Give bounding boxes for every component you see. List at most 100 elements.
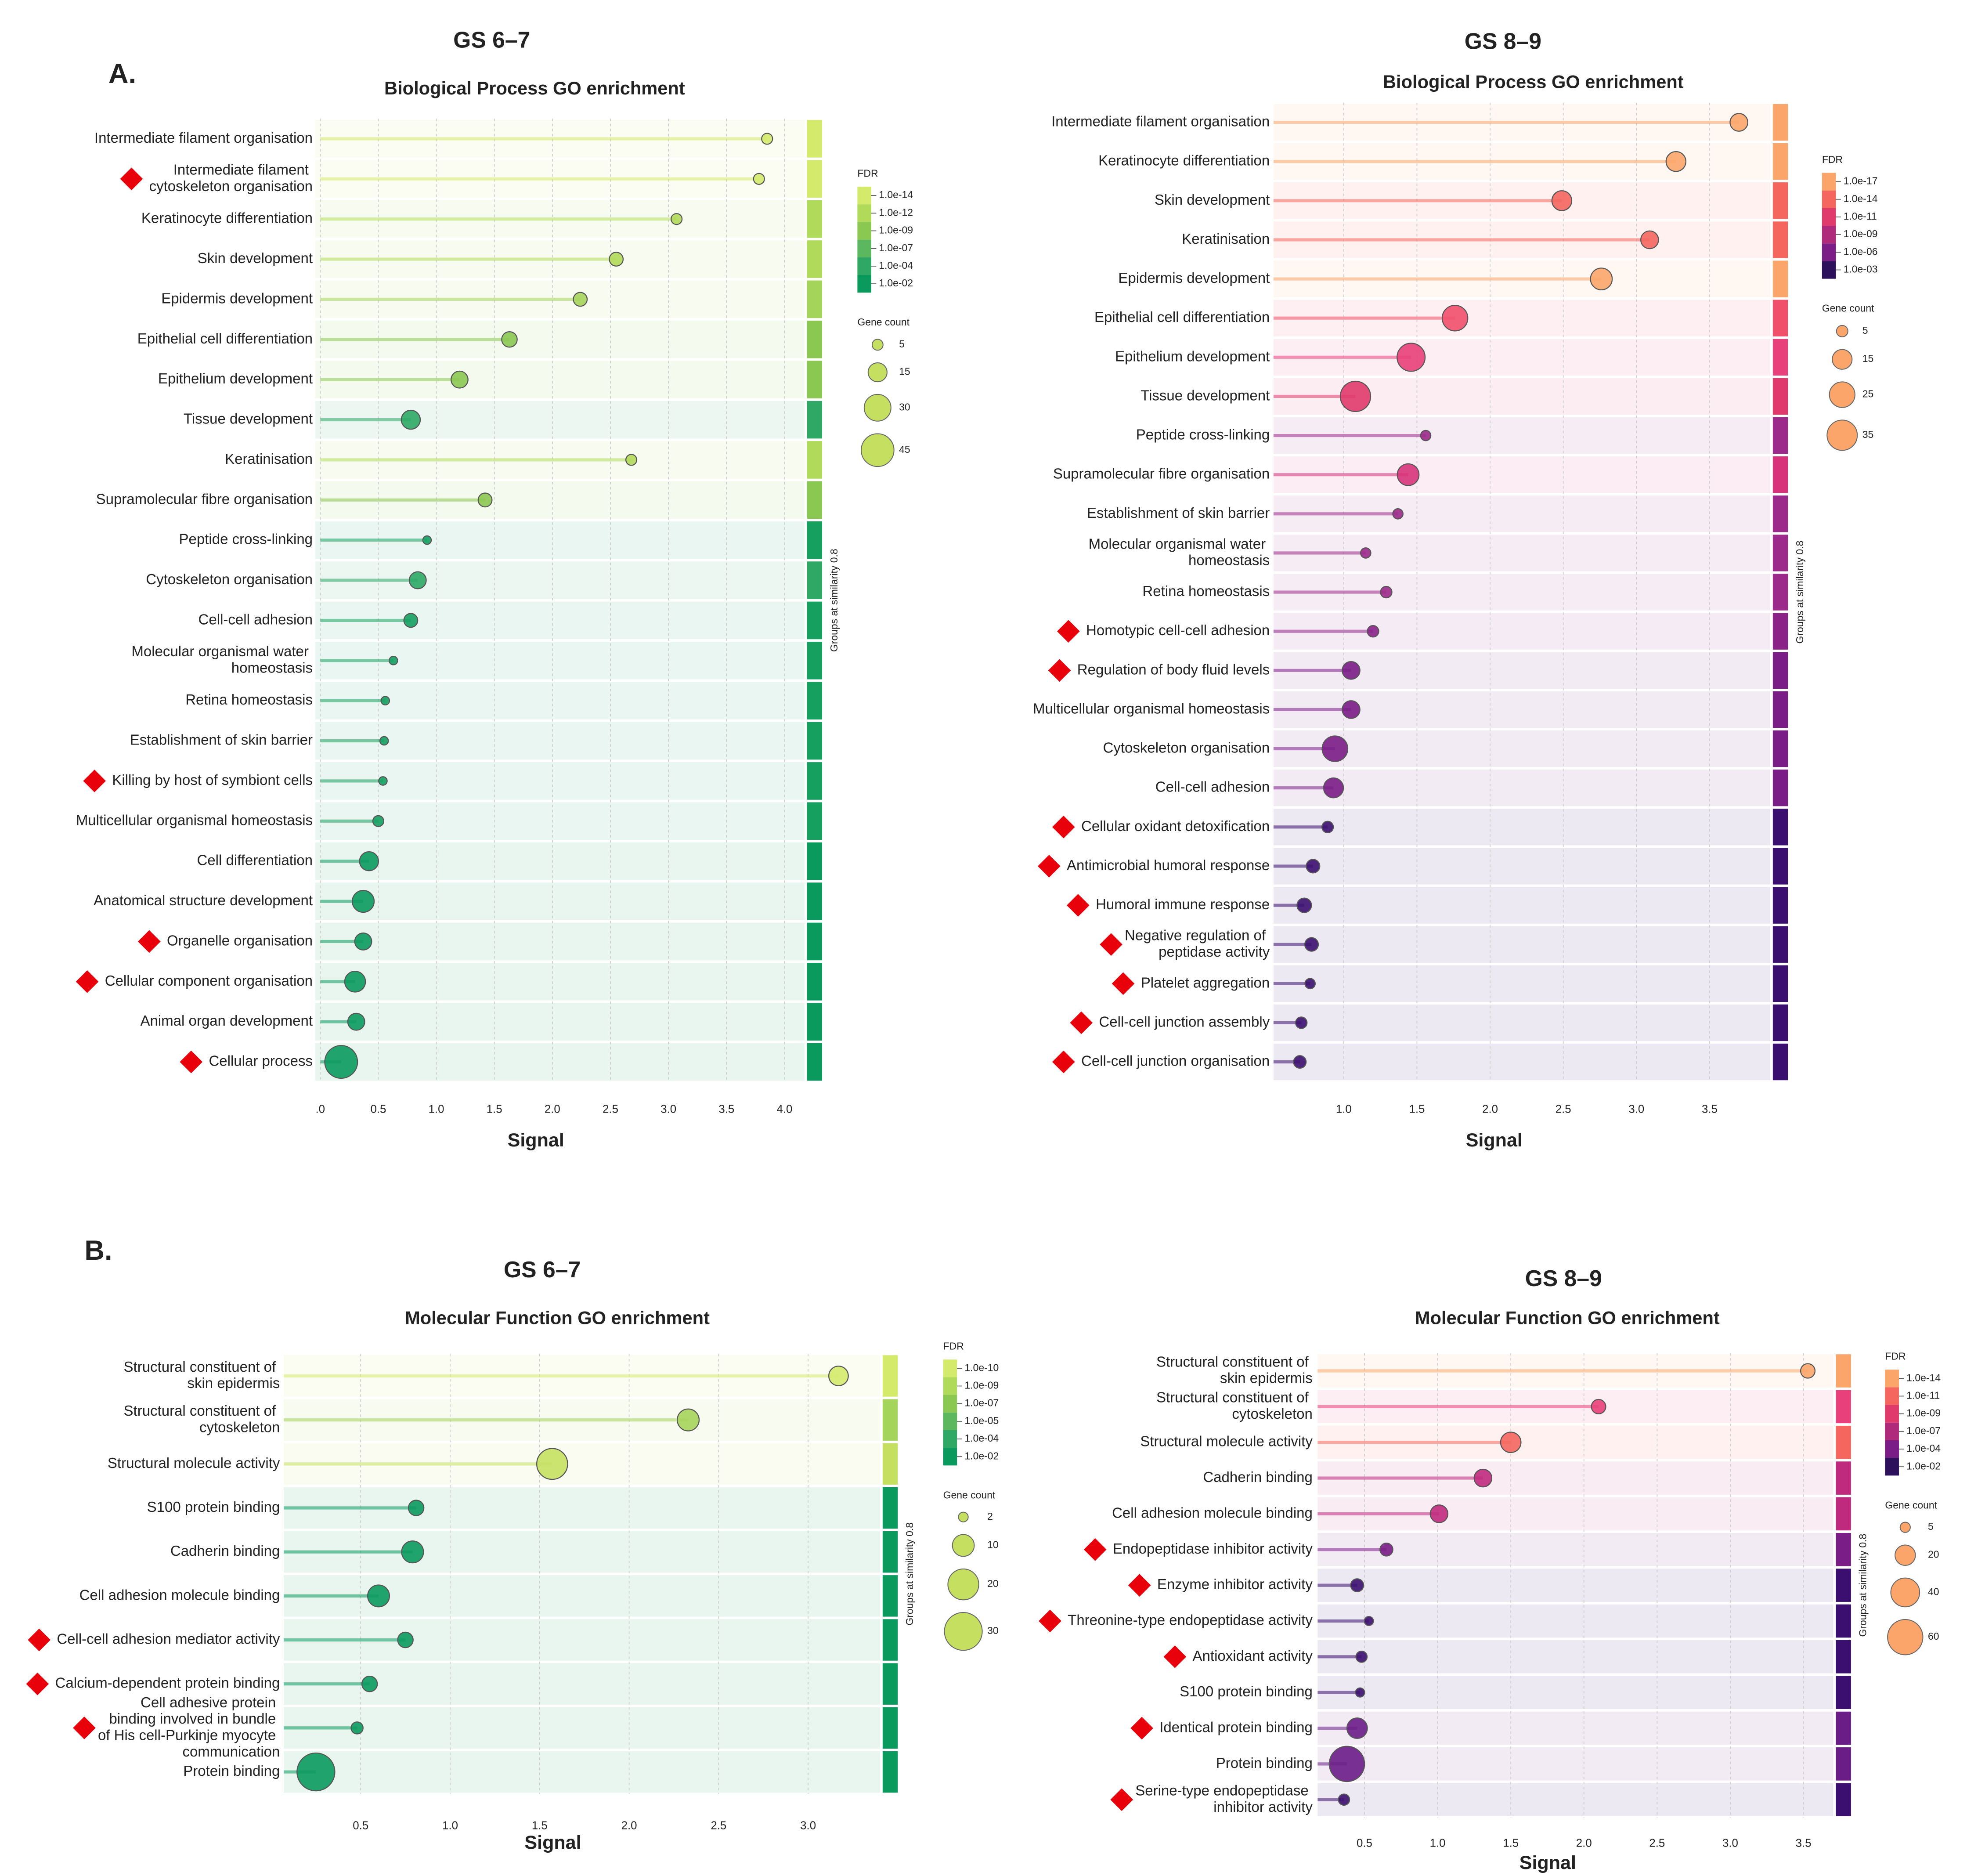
group-bar — [882, 1707, 898, 1749]
side-label: Groups at similarity 0.8 — [828, 549, 840, 652]
colorbar-step — [943, 1448, 957, 1466]
side-label: Groups at similarity 0.8 — [1794, 541, 1805, 644]
colorbar-label: 1.0e-09 — [1906, 1407, 1941, 1419]
row-band — [1273, 1004, 1771, 1041]
row-band — [315, 882, 805, 920]
category-label: Establishment of skin barrier — [1087, 505, 1270, 521]
point — [1306, 859, 1321, 874]
category-label: Cell adhesion molecule binding — [1112, 1504, 1313, 1521]
row-band — [1273, 730, 1771, 767]
size-legend-label: 30 — [899, 401, 910, 412]
panel-label: B. — [84, 1235, 112, 1266]
colorbar-step — [943, 1412, 957, 1430]
category-label: Molecular organismal water homeostasis — [1089, 535, 1270, 568]
group-title: GS 6–7 — [504, 1257, 581, 1282]
point — [1590, 267, 1613, 290]
x-tick-label: 2.0 — [1482, 1103, 1498, 1116]
x-tick-label: 3.0 — [800, 1819, 816, 1832]
row-band — [284, 1751, 881, 1793]
point — [379, 736, 389, 746]
x-axis-label: Signal — [1466, 1130, 1523, 1151]
group-bar — [1772, 221, 1788, 258]
category-label: Cell-cell junction organisation — [1081, 1052, 1270, 1069]
category-label: Calcium-dependent protein binding — [55, 1674, 280, 1691]
row-band — [1273, 926, 1771, 963]
colorbar-label: 1.0e-14 — [1906, 1372, 1941, 1383]
point — [1392, 508, 1404, 520]
x-tick-label: 1.0 — [442, 1819, 458, 1832]
group-bar — [1772, 613, 1788, 650]
chart-title: Molecular Function GO enrichment — [405, 1307, 710, 1328]
category-label: Cell-cell adhesion — [199, 611, 313, 627]
row-band — [315, 963, 805, 1001]
x-tick-label: 3.0 — [660, 1103, 676, 1116]
size-legend-point — [863, 394, 891, 422]
group-bar — [807, 561, 822, 599]
group-bar — [807, 120, 822, 158]
row-band — [1317, 1604, 1833, 1638]
highlight-diamond — [1112, 972, 1135, 995]
point — [828, 1366, 849, 1386]
category-label: Cell adhesive protein binding involved i… — [98, 1694, 280, 1760]
colorbar-label: 1.0e-11 — [1844, 210, 1877, 222]
colorbar-label: 1.0e-06 — [1844, 246, 1878, 257]
group-bar — [1836, 1569, 1851, 1602]
x-tick-label: 2.5 — [711, 1819, 726, 1832]
point — [1800, 1363, 1816, 1379]
category-label: Molecular organismal water homeostasis — [131, 643, 313, 676]
group-bar — [807, 641, 822, 680]
point — [1397, 463, 1420, 486]
group-bar — [1772, 417, 1788, 454]
category-label: Epithelial cell differentiation — [137, 330, 313, 347]
point — [378, 776, 388, 786]
group-bar — [882, 1619, 898, 1661]
category-label: Epithelial cell differentiation — [1094, 309, 1270, 325]
colorbar-label: 1.0e-17 — [1844, 175, 1878, 187]
point — [1342, 661, 1361, 680]
highlight-diamond — [1039, 1609, 1061, 1633]
point — [1591, 1399, 1606, 1414]
x-tick-label: 3.0 — [1722, 1837, 1738, 1850]
x-tick-label: 1.0 — [1336, 1103, 1352, 1116]
point — [361, 1675, 378, 1692]
x-tick-label: 2.0 — [545, 1103, 560, 1116]
category-label: Animal organ development — [140, 1012, 313, 1029]
category-label: Keratinisation — [225, 451, 313, 467]
highlight-diamond — [1048, 659, 1071, 682]
point — [344, 971, 366, 993]
colorbar-step — [1885, 1440, 1899, 1458]
x-tick-label: 1.5 — [532, 1819, 548, 1832]
point — [401, 409, 421, 430]
point — [401, 1540, 424, 1564]
point — [372, 815, 385, 827]
point — [1397, 343, 1426, 372]
group-bar — [1836, 1640, 1851, 1674]
highlight-diamond — [76, 970, 99, 993]
group-bar — [1772, 691, 1788, 728]
group-bar — [807, 401, 822, 439]
colorbar-step — [1822, 190, 1836, 208]
point — [536, 1448, 568, 1480]
colorbar-label: 1.0e-07 — [1906, 1425, 1941, 1436]
group-bar — [1772, 495, 1788, 532]
x-tick-label: 2.5 — [1649, 1837, 1665, 1850]
size-legend-point — [952, 1534, 975, 1557]
point — [367, 1584, 390, 1608]
colorbar-label: 1.0e-02 — [1906, 1460, 1941, 1471]
group-title: GS 6–7 — [453, 27, 530, 52]
group-bar — [807, 762, 822, 800]
category-label: Cellular oxidant detoxification — [1081, 818, 1270, 834]
size-legend-label: 45 — [899, 444, 910, 455]
colorbar-label: 1.0e-09 — [1844, 228, 1878, 239]
group-bar — [1772, 965, 1788, 1002]
group-bar — [1772, 182, 1788, 219]
size-legend-label: 35 — [1862, 429, 1874, 440]
row-band — [1317, 1640, 1833, 1674]
category-label: Structural constituent of cytoskeleton — [1156, 1389, 1313, 1421]
group-bar — [807, 882, 822, 920]
group-bar — [1836, 1604, 1851, 1638]
category-label: Serine-type endopeptidase inhibitor acti… — [1135, 1782, 1313, 1815]
group-bar — [1836, 1676, 1851, 1709]
category-label: Threonine-type endopeptidase activity — [1068, 1612, 1313, 1628]
point — [1346, 1717, 1368, 1739]
